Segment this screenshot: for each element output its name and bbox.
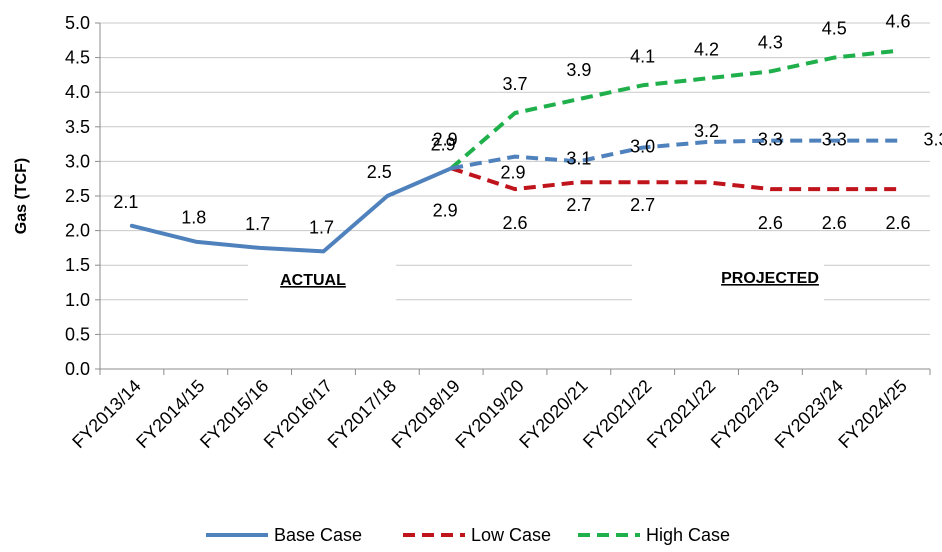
base-case-data-label: 2.9 [431,134,456,154]
y-tick-label: 3.5 [65,117,90,137]
low-case-data-label: 2.7 [630,195,655,215]
low-case-line [450,166,899,192]
low-case-data-label: 2.7 [566,195,591,215]
y-axis-label: Gas (TCF) [13,158,30,234]
low-case-data-label: 2.6 [886,213,911,233]
y-tick-label: 2.0 [65,221,90,241]
x-tick-label: FY2016/17 [260,376,336,452]
low-case-data-label: 2.6 [822,213,847,233]
low-case-data-label: 2.9 [433,200,458,220]
region-labels: ACTUAL PROJECTED [280,270,819,289]
base-case-data-label: 3.3 [924,130,942,150]
base-case-data-label: 3.2 [694,121,719,141]
region-label-projected: PROJECTED [721,270,819,287]
axes [95,22,931,375]
high-case-data-label: 4.5 [822,19,847,39]
y-tick-label: 3.0 [65,151,90,171]
low-case-data-label: 2.6 [502,213,527,233]
x-tick-label: FY2022/23 [707,376,783,452]
high-case-line [449,48,899,170]
high-case-data-label: 4.3 [758,32,783,52]
high-case-data-label: 4.1 [630,46,655,66]
x-tick-label: FY2017/18 [324,376,400,452]
high-case-data-label: 3.9 [566,60,591,80]
x-tick-label: FY2018/19 [388,376,464,452]
high-case-data-label: 4.6 [886,12,911,32]
base-case-data-label: 1.8 [181,208,206,228]
region-label-actual: ACTUAL [280,272,346,289]
base-case-data-label: 3.0 [630,137,655,157]
base-case-data-label: 1.7 [245,214,270,234]
x-tick-label: FY2015/16 [196,376,272,452]
base-case-data-label: 1.7 [309,217,334,237]
base-case-data-label: 3.1 [566,148,591,168]
data-labels: 2.11.81.71.72.52.92.93.13.03.23.33.33.32… [113,12,942,238]
base-case-data-label: 2.1 [113,192,138,212]
high-case-data-label: 4.2 [694,39,719,59]
base-case-data-label: 3.3 [822,130,847,150]
x-tick-label: FY2021/22 [579,376,655,452]
high-case-data-label: 2.9 [433,129,458,149]
high-case-legend-label: High Case [646,525,730,545]
y-tick-label: 0.5 [65,324,90,344]
high-case-data-label: 3.7 [502,74,527,94]
y-tick-label: 5.0 [65,13,90,33]
x-tick-labels: FY2013/14FY2014/15FY2015/16FY2016/17FY20… [68,376,911,452]
series-lines [129,48,899,254]
base-case-data-label: 2.5 [367,162,392,182]
y-tick-label: 2.5 [65,186,90,206]
y-tick-label: 1.5 [65,255,90,275]
x-tick-label: FY2014/15 [132,376,208,452]
base-case-data-label: 2.9 [500,163,525,183]
y-tick-label: 4.5 [65,48,90,68]
x-tick-label: FY2013/14 [68,376,144,452]
x-tick-label: FY2020/21 [515,376,591,452]
base-case-data-label: 3.3 [758,130,783,150]
y-tick-label: 0.0 [65,359,90,379]
grid-lines [100,22,930,335]
legend: Base Case Low Case High Case [206,525,730,545]
y-tick-label: 4.0 [65,82,90,102]
y-tick-label: 1.0 [65,290,90,310]
x-tick-label: FY2019/20 [451,376,527,452]
x-tick-label: FY2024/25 [834,376,910,452]
x-tick-label: FY2021/22 [643,376,719,452]
x-tick-label: FY2023/24 [771,376,847,452]
base-case-actual-line [129,166,454,254]
base-case-legend-label: Base Case [274,525,362,545]
low-case-legend-label: Low Case [471,525,551,545]
y-tick-labels: 0.0 0.5 1.0 1.5 2.0 2.5 3.0 3.5 4.0 4.5 5.0 [65,13,90,379]
low-case-data-label: 2.6 [758,213,783,233]
